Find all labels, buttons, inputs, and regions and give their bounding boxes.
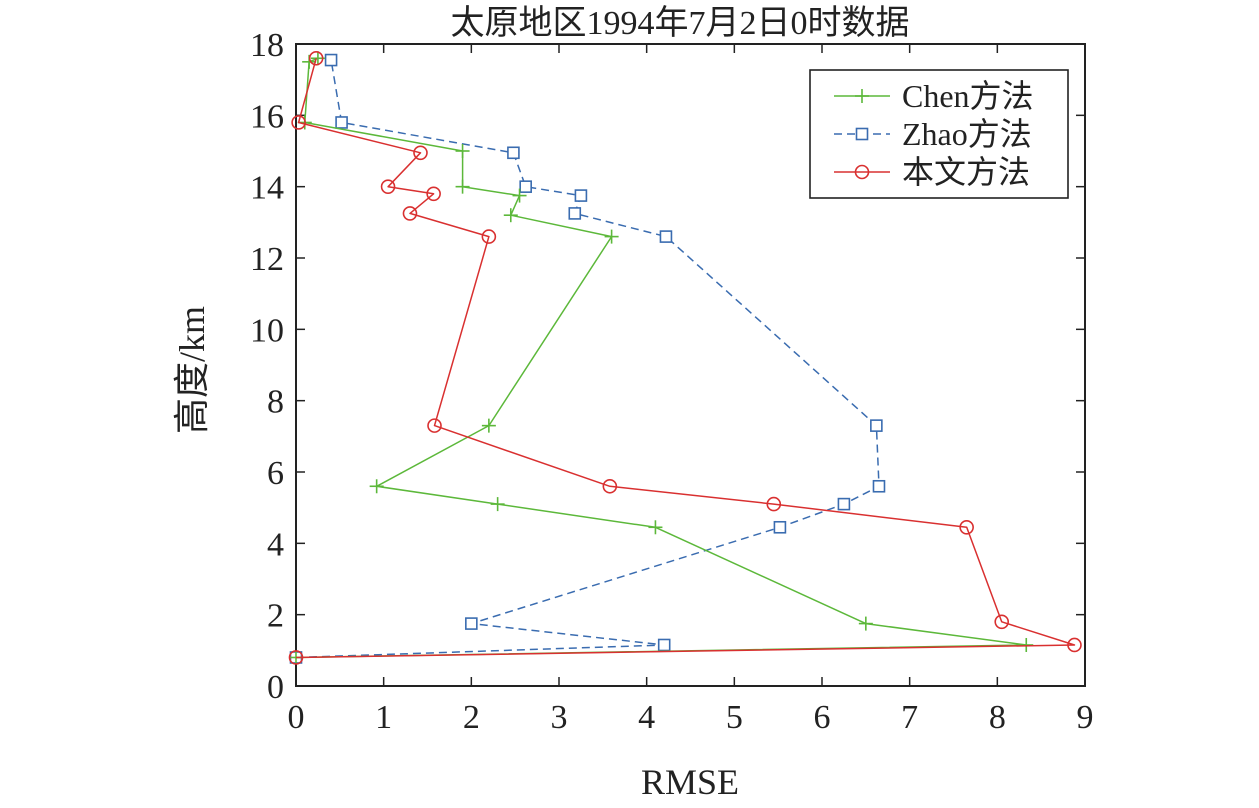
data-point bbox=[512, 188, 527, 203]
data-point bbox=[648, 520, 663, 535]
data-point bbox=[837, 497, 851, 511]
y-tick-label: 12 bbox=[250, 241, 284, 278]
y-tick-label: 2 bbox=[267, 598, 284, 635]
data-point bbox=[858, 616, 873, 631]
legend-item: Chen方法 bbox=[834, 78, 1034, 114]
data-point bbox=[481, 229, 497, 244]
data-point bbox=[604, 229, 619, 244]
y-tick-label: 4 bbox=[267, 526, 284, 563]
data-point bbox=[602, 478, 618, 494]
legend-marker bbox=[854, 164, 870, 180]
legend-marker bbox=[855, 127, 869, 141]
x-tick-label: 5 bbox=[726, 699, 743, 736]
series-line bbox=[295, 58, 1076, 659]
legend-label: Zhao方法 bbox=[902, 116, 1032, 152]
x-tick-label: 4 bbox=[638, 699, 655, 736]
data-point bbox=[291, 115, 306, 130]
y-tick-label: 0 bbox=[267, 669, 284, 706]
data-point bbox=[959, 519, 974, 535]
x-tick-label: 2 bbox=[463, 699, 480, 736]
data-point bbox=[413, 145, 428, 161]
x-tick-label: 0 bbox=[288, 699, 305, 736]
data-point bbox=[568, 207, 582, 220]
plot-area bbox=[288, 50, 1082, 665]
data-point bbox=[465, 617, 478, 630]
x-tick-label: 1 bbox=[375, 699, 392, 736]
y-tick-label: 14 bbox=[250, 170, 284, 207]
series-2 bbox=[288, 50, 1082, 665]
y-tick-label: 6 bbox=[267, 455, 284, 492]
legend-label: 本文方法 bbox=[902, 154, 1030, 190]
y-axis-label: 高度/km bbox=[172, 306, 212, 434]
legend-marker bbox=[855, 89, 869, 103]
series-line bbox=[295, 59, 880, 659]
data-point bbox=[490, 497, 505, 512]
data-point bbox=[870, 419, 883, 432]
x-tick-label: 6 bbox=[814, 699, 831, 736]
data-point bbox=[380, 179, 396, 194]
data-point bbox=[659, 230, 673, 243]
data-point bbox=[308, 50, 324, 66]
x-tick-label: 7 bbox=[901, 699, 918, 736]
data-point bbox=[426, 186, 441, 202]
data-point bbox=[503, 208, 518, 223]
data-point bbox=[519, 180, 532, 193]
x-axis-label: RMSE bbox=[641, 762, 739, 802]
data-point bbox=[335, 116, 348, 129]
legend-item: 本文方法 bbox=[834, 154, 1030, 190]
y-tick-label: 8 bbox=[267, 384, 284, 421]
legend-label: Chen方法 bbox=[902, 78, 1034, 114]
data-point bbox=[481, 418, 496, 433]
data-point bbox=[288, 650, 304, 665]
data-point bbox=[369, 479, 384, 494]
plot-frame bbox=[295, 43, 1086, 687]
data-point bbox=[1067, 637, 1082, 653]
data-point bbox=[657, 638, 671, 652]
data-point bbox=[872, 479, 886, 493]
data-point bbox=[574, 189, 588, 202]
data-point bbox=[773, 520, 787, 534]
y-tick-label: 18 bbox=[250, 27, 284, 64]
chart-title: 太原地区1994年7月2日0时数据 bbox=[451, 4, 910, 42]
data-point bbox=[766, 496, 782, 512]
data-point bbox=[455, 144, 470, 158]
x-tick-label: 9 bbox=[1077, 699, 1094, 736]
data-point bbox=[507, 146, 520, 160]
legend-item: Zhao方法 bbox=[834, 116, 1032, 152]
x-tick-label: 8 bbox=[989, 699, 1006, 736]
y-tick-label: 10 bbox=[250, 312, 284, 349]
data-point bbox=[427, 418, 442, 433]
data-point bbox=[455, 179, 470, 194]
data-point bbox=[324, 53, 338, 67]
x-tick-label: 3 bbox=[551, 699, 568, 736]
y-tick-label: 16 bbox=[250, 98, 284, 135]
series-1 bbox=[289, 53, 886, 664]
data-point bbox=[402, 206, 418, 221]
series-0 bbox=[289, 51, 1034, 665]
data-point bbox=[994, 614, 1010, 630]
